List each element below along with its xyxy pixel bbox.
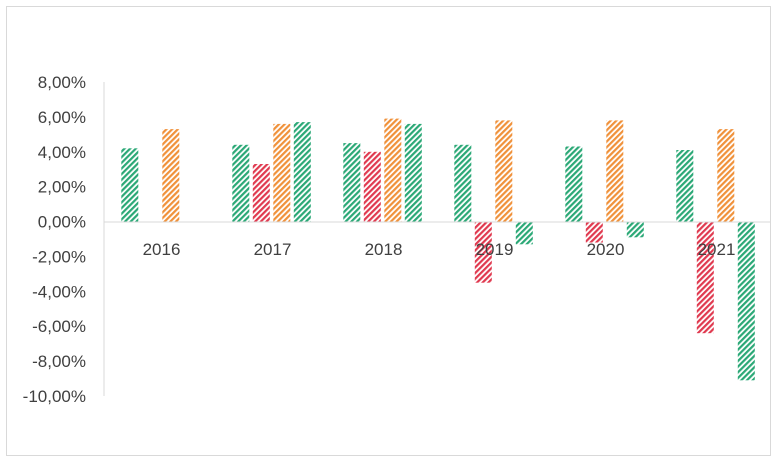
- bar-2017-series-3: [273, 123, 291, 222]
- x-tick-label: 2017: [254, 240, 292, 259]
- bar-2020-series-4: [626, 221, 644, 238]
- y-tick-label: -2,00%: [32, 247, 86, 266]
- y-tick-label: 8,00%: [38, 73, 86, 92]
- bar-2018-series-1: [343, 143, 361, 222]
- bar-2019-series-2: [474, 221, 492, 283]
- bar-2016-series-1: [121, 148, 139, 222]
- bar-2017-series-1: [232, 144, 250, 222]
- x-tick-label: 2018: [365, 240, 403, 259]
- bar-2019-series-4: [515, 221, 533, 245]
- bar-2019-series-3: [495, 120, 513, 222]
- bar-2019-series-1: [454, 144, 472, 222]
- bar-2020-series-2: [585, 221, 603, 243]
- y-tick-label: 2,00%: [38, 178, 86, 197]
- y-tick-label: 6,00%: [38, 108, 86, 127]
- y-tick-label: -4,00%: [32, 282, 86, 301]
- x-tick-label: 2020: [587, 240, 625, 259]
- y-tick-label: -10,00%: [23, 387, 86, 406]
- y-tick-label: 4,00%: [38, 143, 86, 162]
- x-tick-label: 2019: [476, 240, 514, 259]
- bar-2016-series-3: [162, 129, 180, 222]
- x-tick-label: 2016: [143, 240, 181, 259]
- x-axis-labels: 2016 2017 2018 2019 2020 2021: [143, 240, 736, 259]
- bar-2018-series-3: [384, 118, 402, 222]
- bar-2021-series-3: [717, 129, 735, 222]
- bars: [121, 118, 755, 381]
- bar-2018-series-4: [404, 123, 422, 222]
- bar-2018-series-2: [363, 151, 381, 222]
- bar-2021-series-2: [696, 221, 714, 334]
- x-tick-label: 2021: [698, 240, 736, 259]
- bar-2021-series-1: [676, 150, 694, 222]
- y-tick-label: -8,00%: [32, 352, 86, 371]
- y-tick-label: -6,00%: [32, 317, 86, 336]
- bar-2020-series-1: [565, 146, 583, 222]
- y-axis-labels: 8,00% 6,00% 4,00% 2,00% 0,00% -2,00% -4,00% -6,…: [23, 73, 86, 406]
- bar-2017-series-4: [293, 122, 311, 222]
- bar-2020-series-3: [606, 120, 624, 222]
- bar-2017-series-2: [252, 164, 270, 222]
- y-tick-label: 0,00%: [38, 213, 86, 232]
- bar-2021-series-4: [737, 221, 755, 381]
